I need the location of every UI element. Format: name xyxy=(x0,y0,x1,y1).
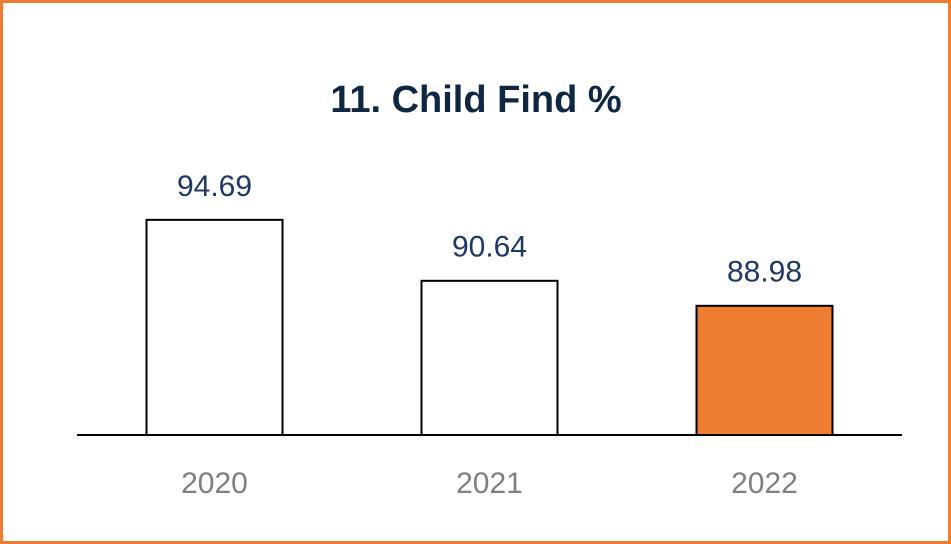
value-label: 88.98 xyxy=(727,256,802,289)
bar xyxy=(420,279,559,436)
x-tick-label: 2020 xyxy=(181,467,248,500)
value-label: 90.64 xyxy=(452,231,527,264)
x-tick-label: 2022 xyxy=(731,467,798,500)
chart-title: 11. Child Find % xyxy=(330,79,621,121)
bar xyxy=(695,304,834,436)
x-tick-label: 2021 xyxy=(456,467,523,500)
bar xyxy=(145,218,284,436)
value-label: 94.69 xyxy=(177,170,252,203)
